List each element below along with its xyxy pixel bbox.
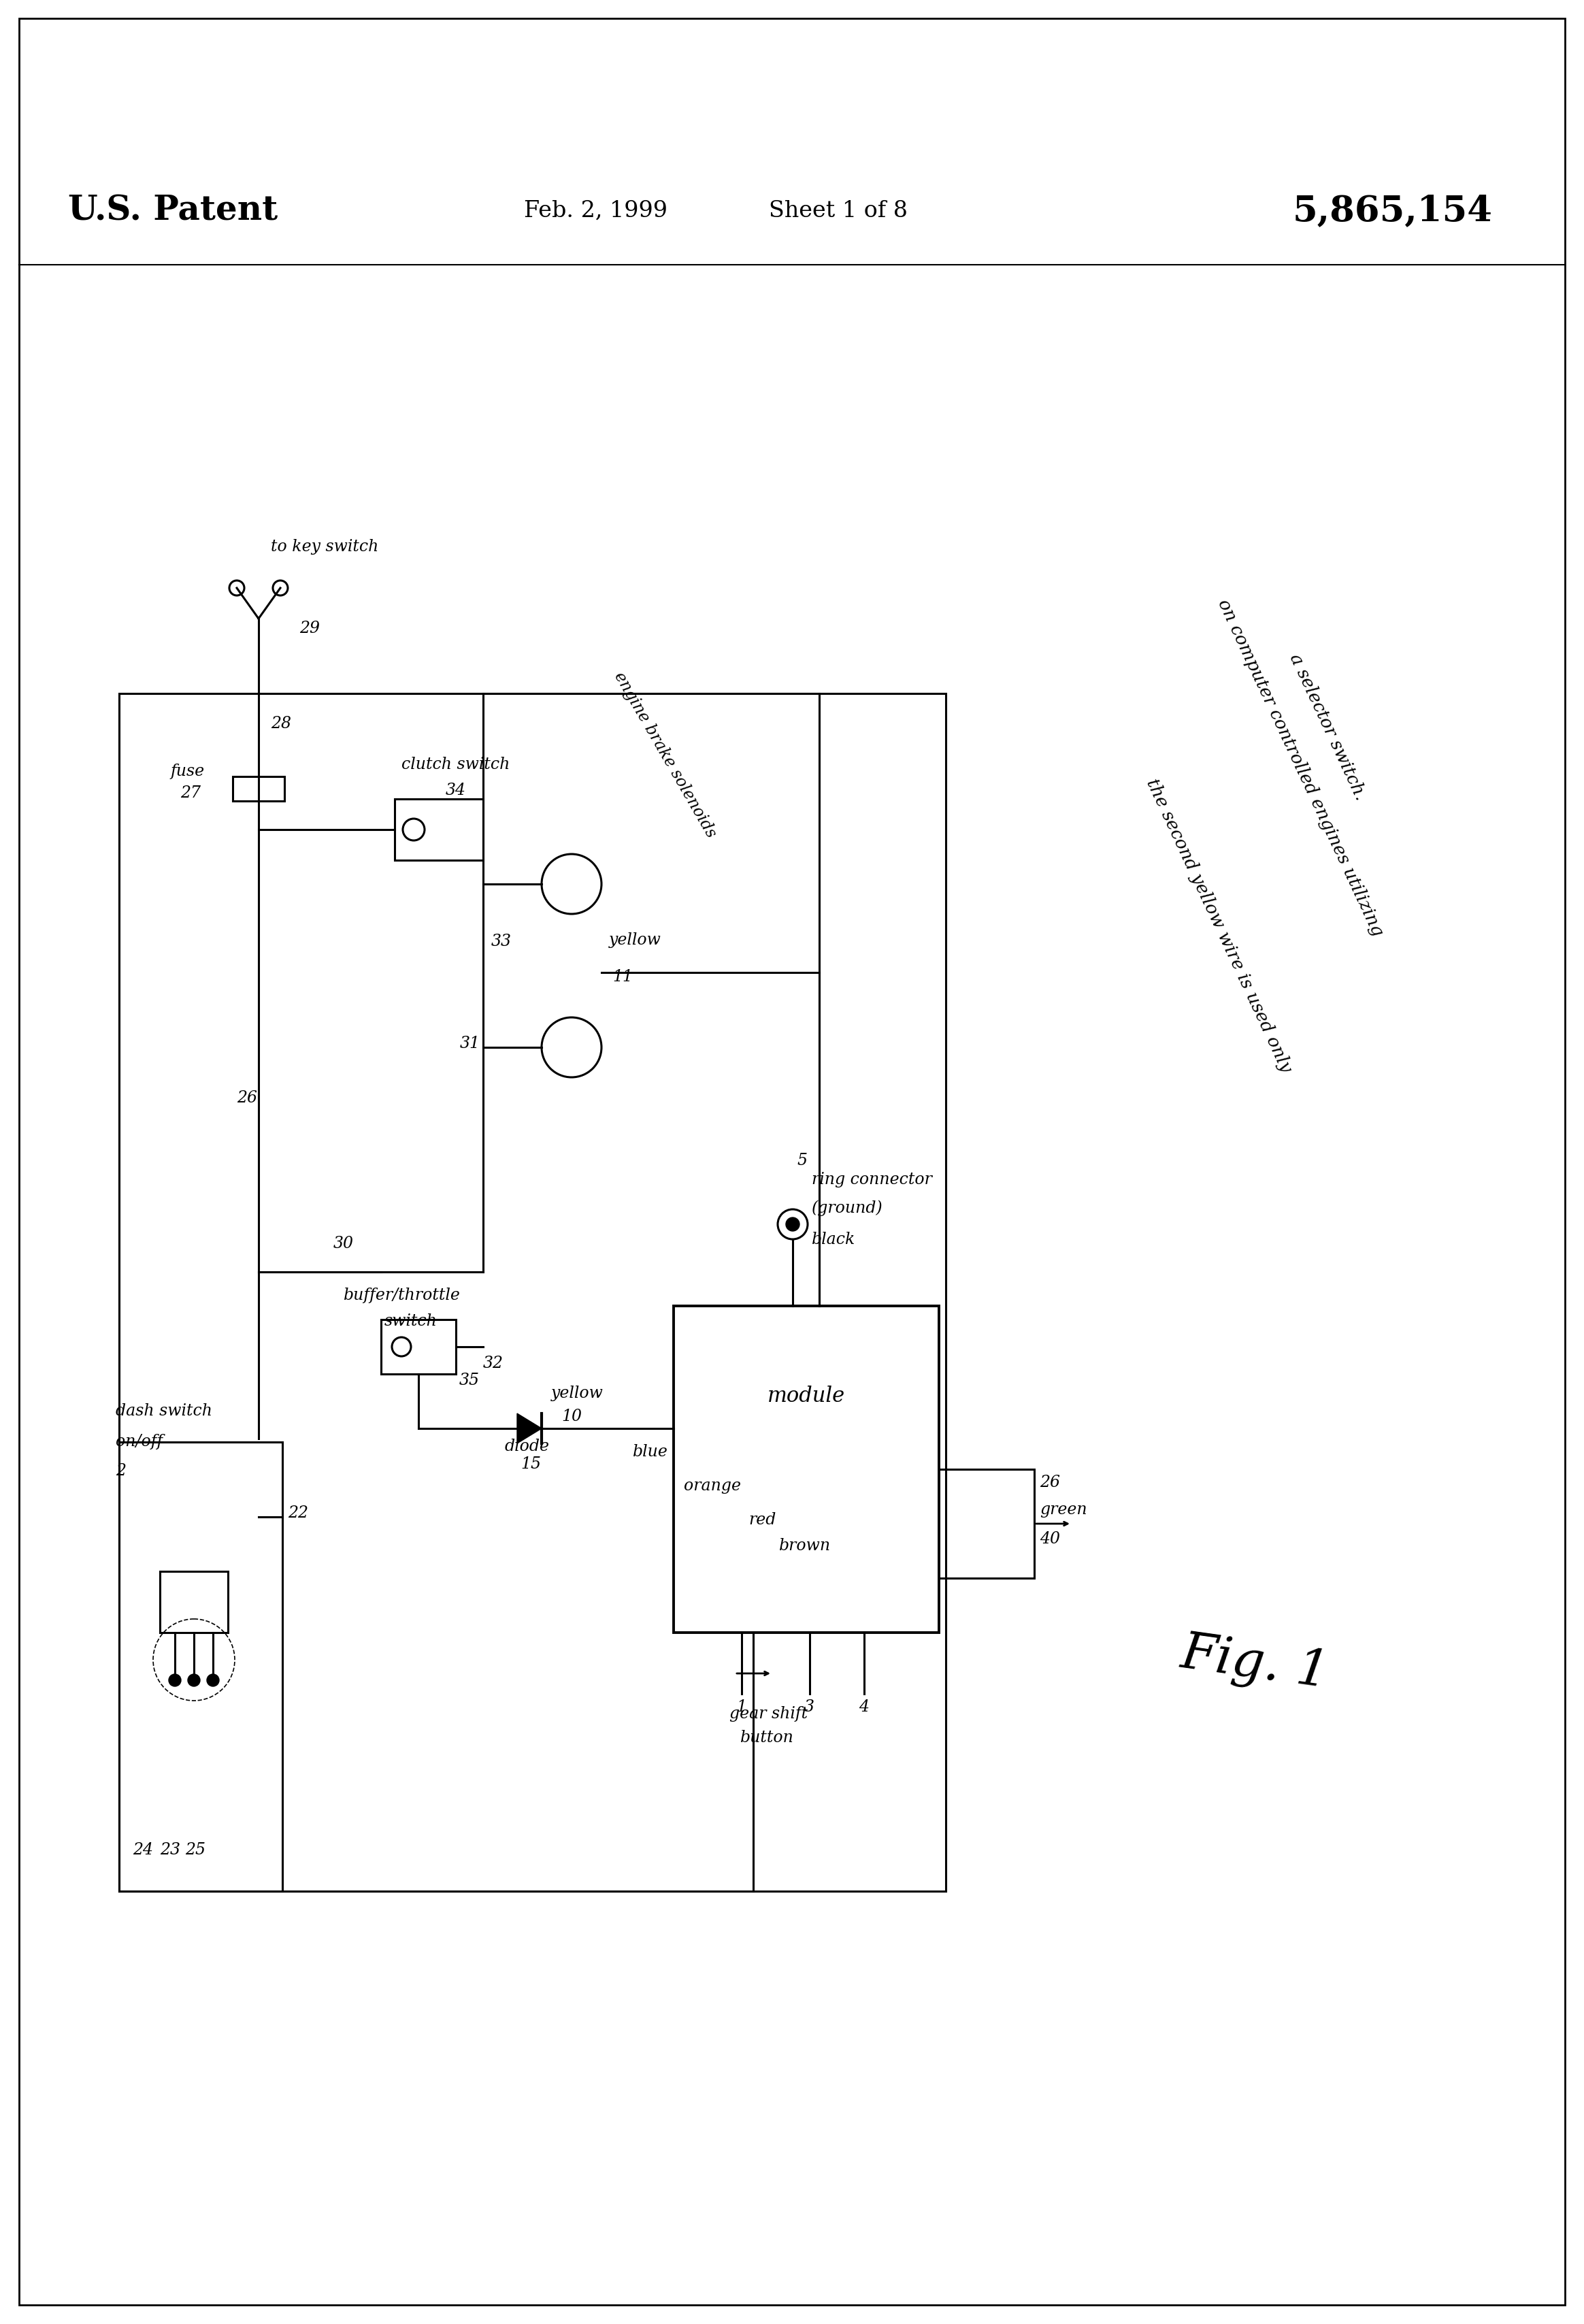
Text: 31: 31 [459, 1037, 480, 1050]
Text: 5: 5 [797, 1153, 806, 1169]
Text: 4: 4 [859, 1699, 870, 1715]
Text: 28: 28 [271, 716, 291, 732]
Bar [160, 1571, 228, 1634]
Bar [382, 1320, 456, 1373]
Text: the second yellow wire is used only: the second yellow wire is used only [1144, 776, 1294, 1076]
Text: green: green [1039, 1501, 1087, 1518]
Polygon shape [516, 1413, 542, 1443]
Bar [939, 1469, 1034, 1578]
Text: 10: 10 [561, 1408, 581, 1425]
Text: 2: 2 [116, 1462, 125, 1478]
Circle shape [402, 818, 425, 841]
Circle shape [391, 1339, 410, 1357]
Bar [394, 799, 483, 860]
Text: blue: blue [632, 1443, 668, 1459]
Circle shape [272, 581, 288, 595]
Text: 22: 22 [288, 1506, 309, 1520]
Circle shape [542, 1018, 602, 1078]
Text: 24: 24 [133, 1841, 154, 1857]
Text: Feb. 2, 1999: Feb. 2, 1999 [524, 200, 667, 221]
Text: 34: 34 [445, 783, 466, 797]
Text: 1: 1 [737, 1699, 746, 1715]
Text: 25: 25 [185, 1841, 206, 1857]
Text: U.S. Patent: U.S. Patent [68, 195, 277, 228]
Text: 5,865,154: 5,865,154 [1293, 193, 1492, 228]
Text: fuse: fuse [169, 762, 204, 779]
Text: dash switch: dash switch [116, 1404, 212, 1418]
Circle shape [230, 581, 244, 595]
Text: 32: 32 [483, 1355, 504, 1371]
Bar [673, 1306, 939, 1634]
Text: gear shift: gear shift [729, 1706, 808, 1722]
Text: 26: 26 [1039, 1473, 1060, 1490]
Text: module: module [768, 1385, 846, 1406]
Text: switch: switch [385, 1313, 437, 1329]
Text: ring connector: ring connector [811, 1171, 931, 1188]
Circle shape [786, 1218, 800, 1232]
Text: brown: brown [779, 1538, 832, 1552]
Text: 35: 35 [459, 1371, 480, 1387]
Text: clutch switch: clutch switch [401, 758, 510, 772]
Text: on computer controlled engines utilizing: on computer controlled engines utilizing [1215, 597, 1386, 939]
Text: (ground): (ground) [811, 1199, 882, 1215]
Circle shape [778, 1208, 808, 1239]
Text: 23: 23 [160, 1841, 181, 1857]
Text: 15: 15 [521, 1455, 540, 1471]
Text: 26: 26 [236, 1090, 257, 1106]
Text: 3: 3 [805, 1699, 814, 1715]
Text: orange: orange [684, 1478, 741, 1494]
Bar [233, 776, 285, 802]
Text: Fig. 1: Fig. 1 [1177, 1629, 1332, 1699]
Text: buffer/throttle: buffer/throttle [344, 1287, 461, 1304]
Text: 30: 30 [333, 1236, 353, 1250]
Text: button: button [740, 1729, 794, 1745]
Circle shape [542, 855, 602, 913]
Bar [119, 695, 946, 1892]
Text: 40: 40 [1039, 1532, 1060, 1545]
Bar [119, 1443, 282, 1892]
Text: Sheet 1 of 8: Sheet 1 of 8 [768, 200, 908, 221]
Text: 33: 33 [491, 934, 512, 948]
Text: to key switch: to key switch [271, 539, 379, 555]
Circle shape [169, 1673, 181, 1687]
Text: diode: diode [505, 1439, 550, 1455]
Text: red: red [749, 1511, 776, 1527]
Text: a selector switch.: a selector switch. [1286, 651, 1369, 802]
Circle shape [188, 1673, 200, 1687]
Circle shape [208, 1673, 219, 1687]
Text: yellow: yellow [551, 1385, 604, 1401]
Text: black: black [811, 1232, 855, 1248]
Text: yellow: yellow [608, 932, 661, 948]
Text: 27: 27 [181, 786, 201, 802]
Text: 29: 29 [299, 621, 320, 637]
Text: 11: 11 [613, 969, 632, 985]
Text: on/off: on/off [116, 1434, 163, 1450]
Text: engine brake solenoids: engine brake solenoids [611, 669, 719, 841]
